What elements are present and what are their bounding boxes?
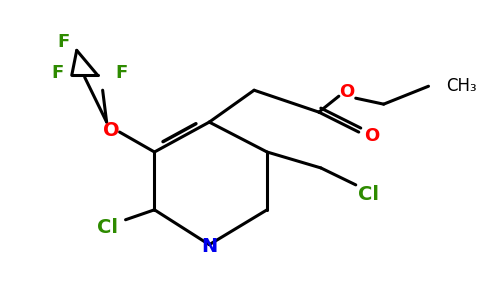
Text: Cl: Cl	[97, 218, 118, 237]
Text: O: O	[364, 127, 379, 145]
Text: F: F	[58, 33, 70, 51]
Text: CH₃: CH₃	[446, 77, 477, 95]
Text: Cl: Cl	[358, 185, 379, 204]
Text: N: N	[201, 237, 217, 256]
Text: F: F	[52, 64, 64, 82]
Text: O: O	[339, 83, 354, 101]
Text: O: O	[103, 121, 120, 140]
Text: F: F	[116, 64, 128, 82]
